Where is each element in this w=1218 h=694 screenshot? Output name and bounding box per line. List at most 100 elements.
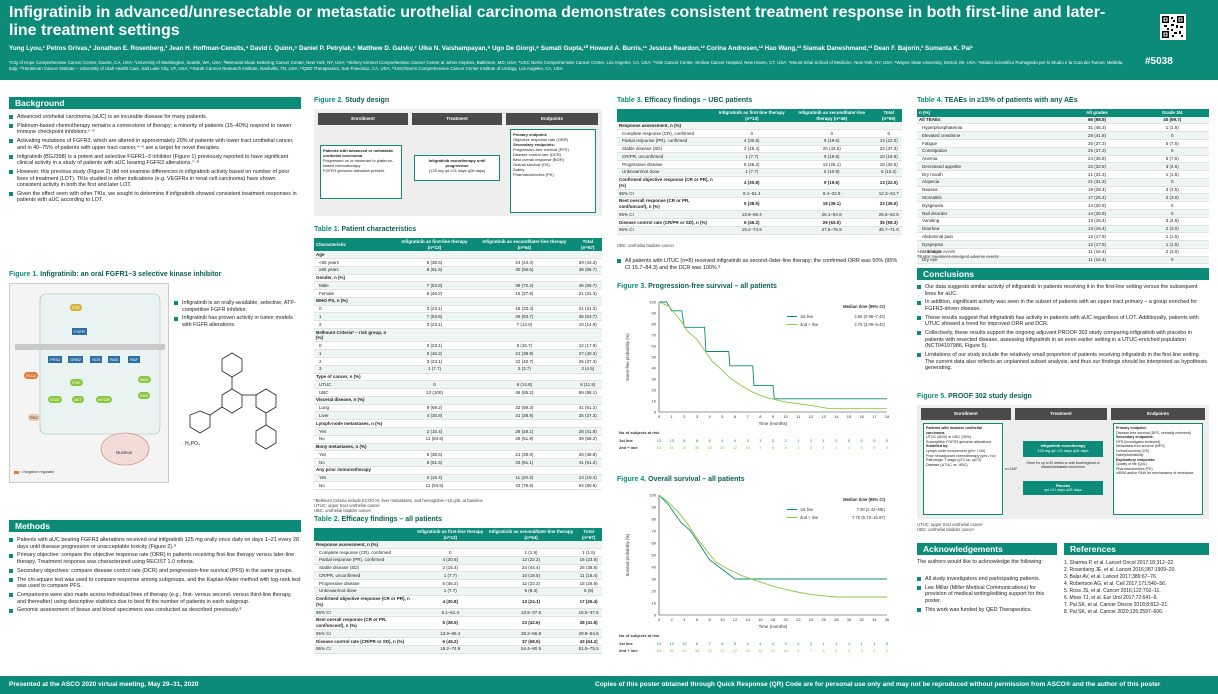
figure5-notes: UTUC: upper tract urothelial cancer UBC:…	[917, 522, 983, 533]
table-cell: Response assessment, n (%)	[314, 541, 414, 549]
x-axis-label: Time (months)	[759, 421, 788, 426]
table-cell: 17 (25.4)	[575, 595, 602, 610]
table-cell: WHO PS, n (%)	[314, 297, 394, 306]
affiliations: ¹City of Hope Comprehensive Cancer Cente…	[9, 60, 1124, 71]
efficacy-all-table: Infigratinib as first-line therapy (n=13…	[314, 528, 602, 654]
table-cell: 25.1–54.6	[787, 210, 876, 219]
at-risk-value: 2	[810, 445, 813, 450]
node-stat: STAT	[48, 396, 62, 403]
table-cell: 11 (16.4)	[575, 571, 602, 581]
poster-number: #5038	[1145, 56, 1173, 67]
table-cell: Yes	[314, 450, 394, 460]
table-cell: Any prior immunotherapy	[314, 466, 394, 475]
table-cell: Anemia	[917, 155, 1059, 164]
table-cell: 2 (3.7)	[475, 365, 574, 374]
table-cell: 2	[314, 320, 394, 329]
table-cell: 54.4–80.5	[486, 645, 576, 654]
y-tick-label: 60	[652, 541, 657, 546]
note-line: UBC: urothelial bladder cancer	[314, 508, 372, 514]
x-tick-label: 22	[796, 617, 801, 622]
at-risk-row-label: 1st line	[619, 438, 634, 443]
qr-code-icon[interactable]	[1160, 14, 1186, 40]
table-row: Dyspepsia 12 (17.9) 1 (1.5)	[917, 240, 1209, 249]
table-cell: ≥65 years	[314, 266, 394, 275]
table-row: Nail disorder 14 (20.9) 0	[917, 209, 1209, 218]
list-item: Given the effect seen with other TKIs, w…	[9, 191, 301, 204]
series-line-later-line	[658, 494, 887, 598]
table-cell: 5 (38.5)	[393, 450, 476, 460]
table-row: Gender, n (%)	[314, 274, 602, 283]
table-cell: 13 (22.0)	[875, 176, 902, 191]
table-cell: Complete response (CR), confirmed	[314, 548, 414, 557]
utuc-bullet: All patients with UTUC (n=8) received in…	[617, 258, 902, 273]
table-cell: 5 (38.5)	[413, 616, 487, 631]
table-cell: Disease control rate (CR/PR or SD), n (%…	[314, 637, 414, 646]
table-cell: 37 (68.5)	[486, 637, 576, 646]
table-cell: Best overall response (CR or PR, conf/un…	[314, 616, 414, 631]
list-item: Our data suggests similar activity of in…	[917, 284, 1209, 297]
list-item: Patients with aUC bearing FGFR3 alterati…	[9, 537, 301, 550]
table-row: ≥65 years 8 (61.5) 30 (55.6) 38 (56.7)	[314, 266, 602, 275]
x-tick-label: 12	[733, 617, 738, 622]
series-line-later-line	[658, 301, 887, 410]
table-row: 95% CI 9.1–61.4 9.4–33.9 12.3–34.7	[617, 189, 902, 198]
node-fgfr: FGFR	[72, 328, 87, 335]
at-risk-value: 8	[696, 641, 699, 646]
table-cell: 11 (16.4)	[1058, 256, 1136, 265]
table-cell: Response assessment, n (%)	[617, 122, 716, 130]
table-cell: 45.7–71.9	[875, 226, 902, 235]
x-tick-label: 16	[859, 414, 864, 419]
table-cell: 0	[1135, 256, 1209, 265]
table-cell: 95% CI	[314, 608, 414, 617]
node-erk: ERK	[138, 392, 151, 399]
x-tick-label: 9	[772, 414, 775, 419]
table-row: Response assessment, n (%)	[617, 122, 902, 130]
legend-entry: 2nd + line	[800, 322, 819, 327]
x-tick-label: 0	[658, 617, 661, 622]
table3-notes: UBC: urothelial bladder cancer	[617, 243, 902, 248]
table-cell: 36 (53.7)	[573, 312, 602, 322]
at-risk-value: 6	[696, 438, 699, 443]
table-cell: Progressive disease	[617, 160, 716, 169]
table-cell: 1	[314, 349, 394, 358]
table-cell: 27 (40.3)	[573, 349, 602, 358]
table-cell: 43 (64.2)	[575, 637, 602, 646]
table-cell: 13 (22.0)	[875, 137, 902, 146]
table-cell: Constipation	[917, 147, 1059, 156]
table-cell: 39 (58.2)	[573, 435, 602, 444]
table-row: Stable disease (SD) 2 (15.4) 20 (43.5) 22 (…	[617, 145, 902, 154]
table-cell	[475, 419, 574, 428]
y-tick-label: 60	[652, 344, 657, 349]
table-cell: 54 (80.6)	[573, 481, 602, 491]
table-cell: Dry eye	[917, 256, 1059, 265]
legend-median: 3.65 (0.95–7.43)	[854, 314, 885, 319]
column-header: Characteristic	[314, 238, 394, 252]
table-cell: 23 (39.0)	[875, 197, 902, 212]
at-risk-value: 54	[657, 445, 662, 450]
table-cell: 17 (25.4)	[1058, 193, 1136, 203]
figure4-title: Figure 4. Overall survival – all patient…	[617, 476, 745, 483]
infigratinib-arm-box: Infigratinib monotherapy 125 mg qd ×21 d…	[1023, 441, 1103, 457]
table-cell: 2	[314, 357, 394, 366]
list-item: However, this previous study (Figure 2) …	[9, 169, 301, 189]
list-item: This work was funded by QED Therapeutics…	[917, 607, 1057, 614]
table-cell: 24 (35.8)	[1058, 155, 1136, 164]
table-cell: Yes	[314, 474, 394, 483]
table-row: Progressive disease 6 (46.2) 12 (26.1) 18 (…	[617, 160, 902, 169]
table-cell: 0	[1135, 131, 1209, 140]
x-tick-label: 14	[745, 617, 750, 622]
table-cell: 0	[787, 129, 876, 138]
table-cell: 6 (10.2)	[875, 168, 902, 177]
poster-header: Infigratinib in advanced/unresectable or…	[0, 0, 1218, 80]
y-tick-label: 80	[652, 517, 657, 522]
y-tick-label: 20	[652, 388, 657, 393]
table-cell: Alopecia	[917, 178, 1059, 187]
table-cell: Hyperphosphatemia	[917, 123, 1059, 133]
table-cell: 2 (15.4)	[413, 564, 487, 573]
table-cell: 8 (11.9)	[573, 380, 602, 390]
methods-bullets: Patients with aUC bearing FGFR3 alterati…	[9, 537, 301, 616]
table-cell	[393, 419, 476, 428]
table-cell: 9 (19.6)	[787, 137, 876, 146]
table-cell	[393, 274, 476, 283]
table-cell: 1 (1.5)	[575, 548, 602, 557]
